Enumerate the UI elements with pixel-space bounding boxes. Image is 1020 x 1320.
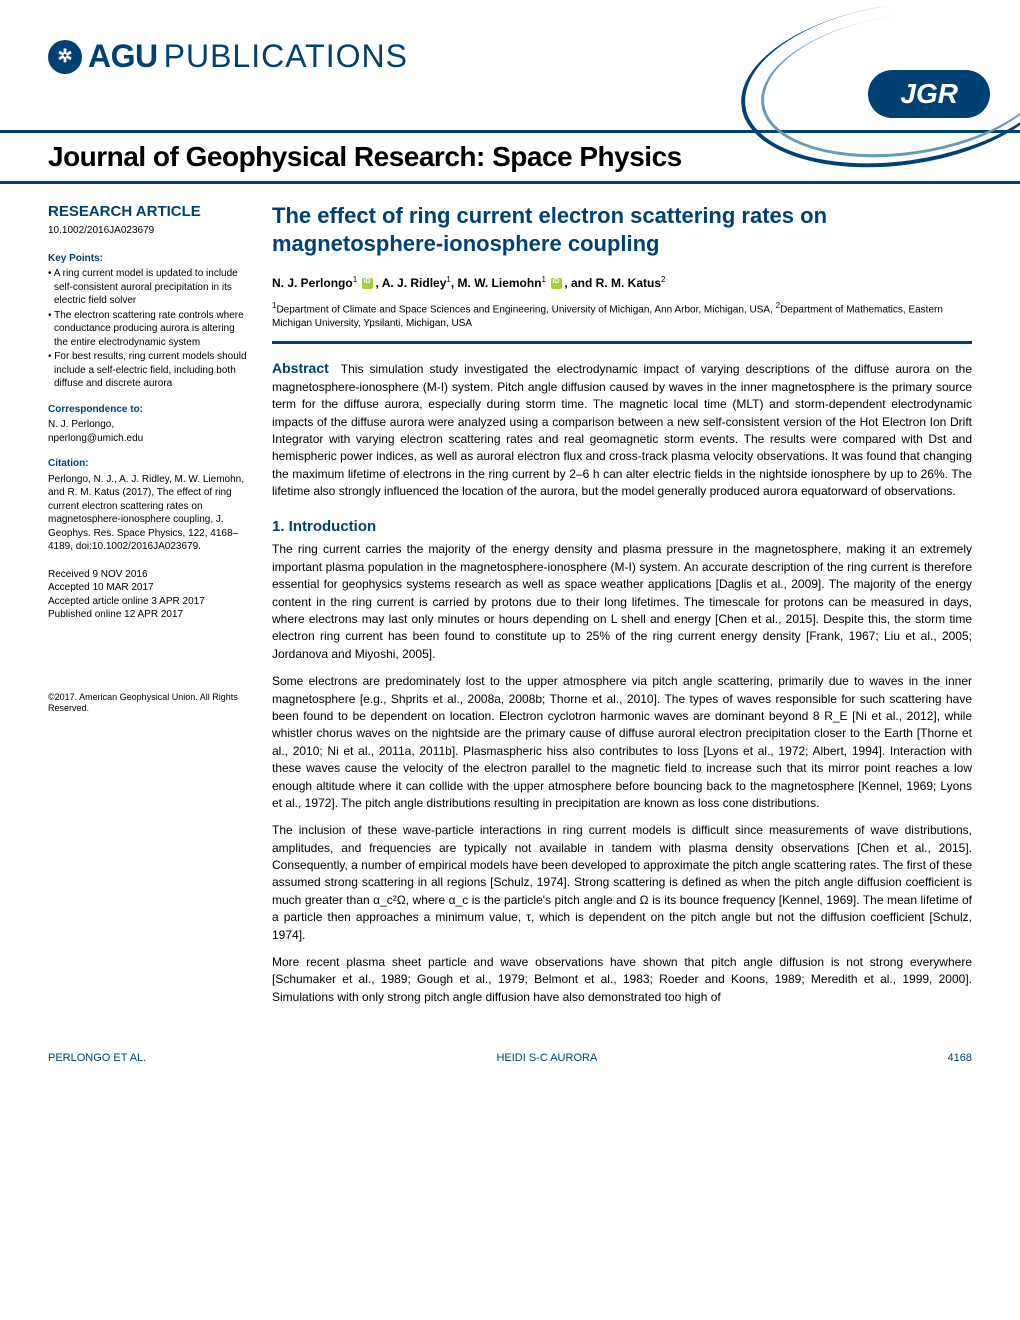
abstract-label: Abstract xyxy=(272,360,329,376)
footer-running-title: HEIDI S-C AURORA xyxy=(496,1052,597,1064)
body-paragraph: Some electrons are predominately lost to… xyxy=(272,673,972,812)
citation-text: Perlongo, N. J., A. J. Ridley, M. W. Lie… xyxy=(48,473,248,554)
orcid-icon[interactable] xyxy=(551,278,562,289)
abstract-paragraph: Abstract This simulation study investiga… xyxy=(272,358,972,500)
journal-badge-text: JGR xyxy=(868,70,990,118)
received-date: Received 9 NOV 2016 xyxy=(48,568,248,582)
agu-logo: ✲ AGU PUBLICATIONS xyxy=(48,38,408,75)
agu-logo-text: AGU xyxy=(88,38,158,75)
publisher-header: ✲ AGU PUBLICATIONS JGR xyxy=(0,0,1020,130)
body-paragraph: The ring current carries the majority of… xyxy=(272,541,972,663)
abstract-text: This simulation study investigated the e… xyxy=(272,362,972,498)
authors-line: N. J. Perlongo1 , A. J. Ridley1, M. W. L… xyxy=(272,275,972,290)
accepted-online-date: Accepted article online 3 APR 2017 xyxy=(48,595,248,609)
body-paragraph: More recent plasma sheet particle and wa… xyxy=(272,954,972,1006)
correspondence-email: nperlong@umich.edu xyxy=(48,432,248,446)
correspondence-name: N. J. Perlongo, xyxy=(48,418,248,432)
orcid-icon[interactable] xyxy=(362,278,373,289)
agu-logo-pub: PUBLICATIONS xyxy=(164,38,408,75)
footer-page-number: 4168 xyxy=(948,1052,972,1064)
main-content: The effect of ring current electron scat… xyxy=(272,202,972,1016)
article-type: RESEARCH ARTICLE xyxy=(48,202,248,222)
article-doi: 10.1002/2016JA023679 xyxy=(48,224,248,238)
affiliation: Department of Climate and Space Sciences… xyxy=(276,304,772,315)
author: A. J. Ridley xyxy=(382,276,447,290)
body-paragraph: The inclusion of these wave-particle int… xyxy=(272,822,972,944)
correspondence-heading: Correspondence to: xyxy=(48,403,248,417)
journal-badge: JGR xyxy=(740,25,1020,115)
author: M. W. Liemohn xyxy=(458,276,542,290)
copyright-notice: ©2017. American Geophysical Union. All R… xyxy=(48,692,248,715)
key-point: For best results, ring current models sh… xyxy=(48,350,248,391)
sidebar: RESEARCH ARTICLE 10.1002/2016JA023679 Ke… xyxy=(48,202,248,1016)
key-point: The electron scattering rate controls wh… xyxy=(48,309,248,350)
published-date: Published online 12 APR 2017 xyxy=(48,608,248,622)
key-points-heading: Key Points: xyxy=(48,252,248,266)
key-points-list: A ring current model is updated to inclu… xyxy=(48,267,248,391)
key-point: A ring current model is updated to inclu… xyxy=(48,267,248,308)
page-footer: PERLONGO ET AL. HEIDI S-C AURORA 4168 xyxy=(0,1036,1020,1088)
paper-title: The effect of ring current electron scat… xyxy=(272,202,972,257)
author: N. J. Perlongo xyxy=(272,276,353,290)
divider xyxy=(272,341,972,344)
agu-globe-icon: ✲ xyxy=(48,40,82,74)
citation-heading: Citation: xyxy=(48,457,248,471)
dates-block: Received 9 NOV 2016 Accepted 10 MAR 2017… xyxy=(48,568,248,622)
author: R. M. Katus xyxy=(596,276,661,290)
footer-authors: PERLONGO ET AL. xyxy=(48,1052,146,1064)
accepted-date: Accepted 10 MAR 2017 xyxy=(48,581,248,595)
section-heading-introduction: 1. Introduction xyxy=(272,518,972,535)
affiliations: 1Department of Climate and Space Science… xyxy=(272,300,972,331)
